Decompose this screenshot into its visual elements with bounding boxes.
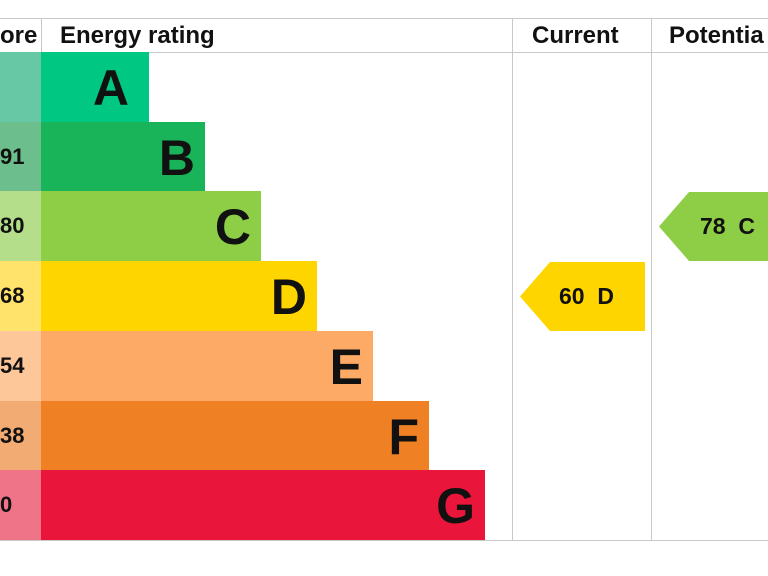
band-letter: B [158,129,195,186]
score-range-b: 91 [0,121,41,192]
header-divider [0,52,768,53]
band-bar-f: F [41,400,429,471]
current-rating-label: 60 D [559,283,614,309]
score-range-g: 0 [0,470,41,541]
score-range-f: 38 [0,400,41,471]
band-letter: F [388,408,419,465]
band-letter: A [92,60,129,116]
score-range-c: 80 [0,191,41,262]
band-bar-a: A [41,52,149,122]
current-rating-arrow: 60 D [520,262,645,331]
energy-rating-header: Energy rating [60,22,215,49]
band-letter: E [329,338,363,395]
band-letter: C [214,199,251,256]
potential-rating-arrow: 78 C [659,192,768,261]
band-bar-d: D [41,261,317,332]
band-letter: G [436,478,475,535]
score-range-a [0,52,41,122]
potential-arrow-shape [659,192,768,261]
potential-header: Potentia [669,22,764,49]
current-header: Current [532,22,619,49]
current-arrow-shape [520,262,645,331]
band-bar-g: G [41,470,485,541]
score-header: ore [0,22,38,49]
column-divider [651,18,652,541]
top-border [0,18,768,19]
band-bar-e: E [41,330,373,401]
band-bar-b: B [41,121,205,192]
score-range-d: 68 [0,261,41,332]
score-range-e: 54 [0,330,41,401]
band-letter: D [270,269,307,326]
column-divider [512,18,513,541]
band-bar-c: C [41,191,261,262]
bottom-border [0,540,768,541]
potential-rating-label: 78 C [700,213,755,239]
